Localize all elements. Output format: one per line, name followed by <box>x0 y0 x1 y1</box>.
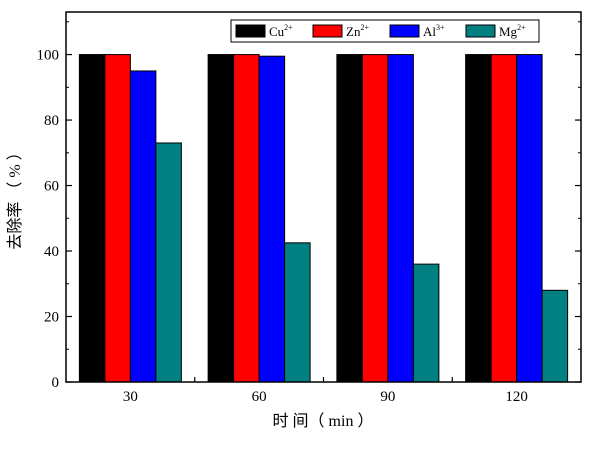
legend-swatch-mg <box>465 24 496 38</box>
legend-label-mg: Mg2+ <box>499 23 526 39</box>
bar-cu-60 <box>207 54 235 383</box>
legend-label-cu: Cu2+ <box>269 23 293 39</box>
y-axis: 0 20 40 60 80 100 <box>37 21 581 391</box>
x-axis: 30 60 90 120 <box>123 377 528 405</box>
legend-series-charge: 2+ <box>517 23 526 32</box>
bar-al-90 <box>387 54 414 383</box>
y-tick-label-0: 0 <box>52 375 60 391</box>
legend-series-name: Mg <box>499 24 518 39</box>
bar-mg-90 <box>412 263 440 383</box>
legend-series-charge: 3+ <box>436 23 445 32</box>
bar-al-60 <box>258 55 286 383</box>
bar-cu-90 <box>336 54 363 383</box>
y-tick-label-80: 80 <box>44 113 59 129</box>
x-tick-label-120: 120 <box>505 389 528 405</box>
legend-label-al: Al3+ <box>423 23 445 39</box>
legend-series-name: Cu <box>269 24 285 39</box>
legend-swatch-al <box>389 24 420 38</box>
bar-mg-30 <box>155 142 182 383</box>
y-tick-label-100: 100 <box>37 48 60 64</box>
legend: Cu2+ Zn2+ Al3+ Mg2+ <box>230 19 540 43</box>
legend-series-name: Al <box>423 24 436 39</box>
bar-al-120 <box>516 54 543 383</box>
legend-series-charge: 2+ <box>284 23 293 32</box>
bars-layer <box>78 54 569 383</box>
bar-al-30 <box>129 70 157 383</box>
legend-label-zn: Zn2+ <box>346 23 369 39</box>
bar-mg-60 <box>284 242 311 383</box>
x-tick-label-30: 30 <box>123 389 138 405</box>
legend-swatch-cu <box>235 24 266 38</box>
bar-cu-30 <box>78 54 106 383</box>
legend-box <box>230 19 540 43</box>
x-axis-title: 时 间（ min ） <box>273 412 374 430</box>
y-tick-label-40: 40 <box>44 244 59 260</box>
bar-mg-120 <box>541 289 569 383</box>
y-tick-label-60: 60 <box>44 179 59 195</box>
bar-zn-30 <box>104 54 131 383</box>
bar-zn-120 <box>490 54 518 383</box>
x-tick-label-60: 60 <box>252 389 267 405</box>
legend-swatch-zn <box>312 24 343 38</box>
bar-zn-60 <box>233 54 260 383</box>
y-axis-title: 去除率 （ % ） <box>6 144 24 249</box>
x-tick-label-90: 90 <box>380 389 395 405</box>
y-tick-label-20: 20 <box>44 310 59 326</box>
legend-series-charge: 2+ <box>360 23 369 32</box>
bar-zn-90 <box>361 54 389 383</box>
bar-cu-120 <box>465 54 492 383</box>
legend-series-name: Zn <box>346 24 361 39</box>
